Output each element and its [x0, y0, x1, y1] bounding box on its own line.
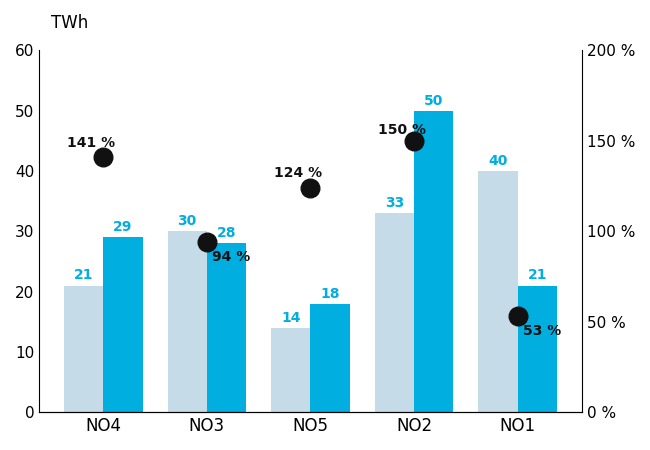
Bar — [311, 304, 350, 412]
Text: 18: 18 — [320, 287, 340, 301]
Bar — [478, 171, 518, 412]
Text: 141 %: 141 % — [67, 135, 115, 149]
Text: 94 %: 94 % — [212, 250, 250, 264]
Text: 150 %: 150 % — [378, 123, 426, 137]
Text: 40: 40 — [488, 154, 508, 168]
Text: 28: 28 — [217, 226, 237, 240]
Text: TWh: TWh — [51, 14, 88, 32]
Text: 14: 14 — [281, 310, 300, 325]
Bar — [271, 328, 311, 412]
Bar — [64, 285, 103, 412]
Bar — [168, 231, 207, 412]
Text: 124 %: 124 % — [274, 166, 322, 180]
Bar — [103, 237, 142, 412]
Bar — [518, 285, 557, 412]
Text: 33: 33 — [385, 196, 404, 210]
Point — [513, 313, 523, 320]
Point — [98, 153, 109, 161]
Bar — [414, 111, 454, 412]
Text: 30: 30 — [177, 214, 197, 228]
Text: 21: 21 — [528, 269, 547, 283]
Text: 29: 29 — [113, 220, 133, 234]
Point — [409, 137, 419, 144]
Point — [306, 184, 316, 191]
Text: 21: 21 — [74, 269, 94, 283]
Point — [202, 238, 212, 246]
Text: 53 %: 53 % — [523, 324, 561, 338]
Bar — [207, 243, 246, 412]
Text: 50: 50 — [424, 94, 443, 108]
Bar — [375, 213, 414, 412]
